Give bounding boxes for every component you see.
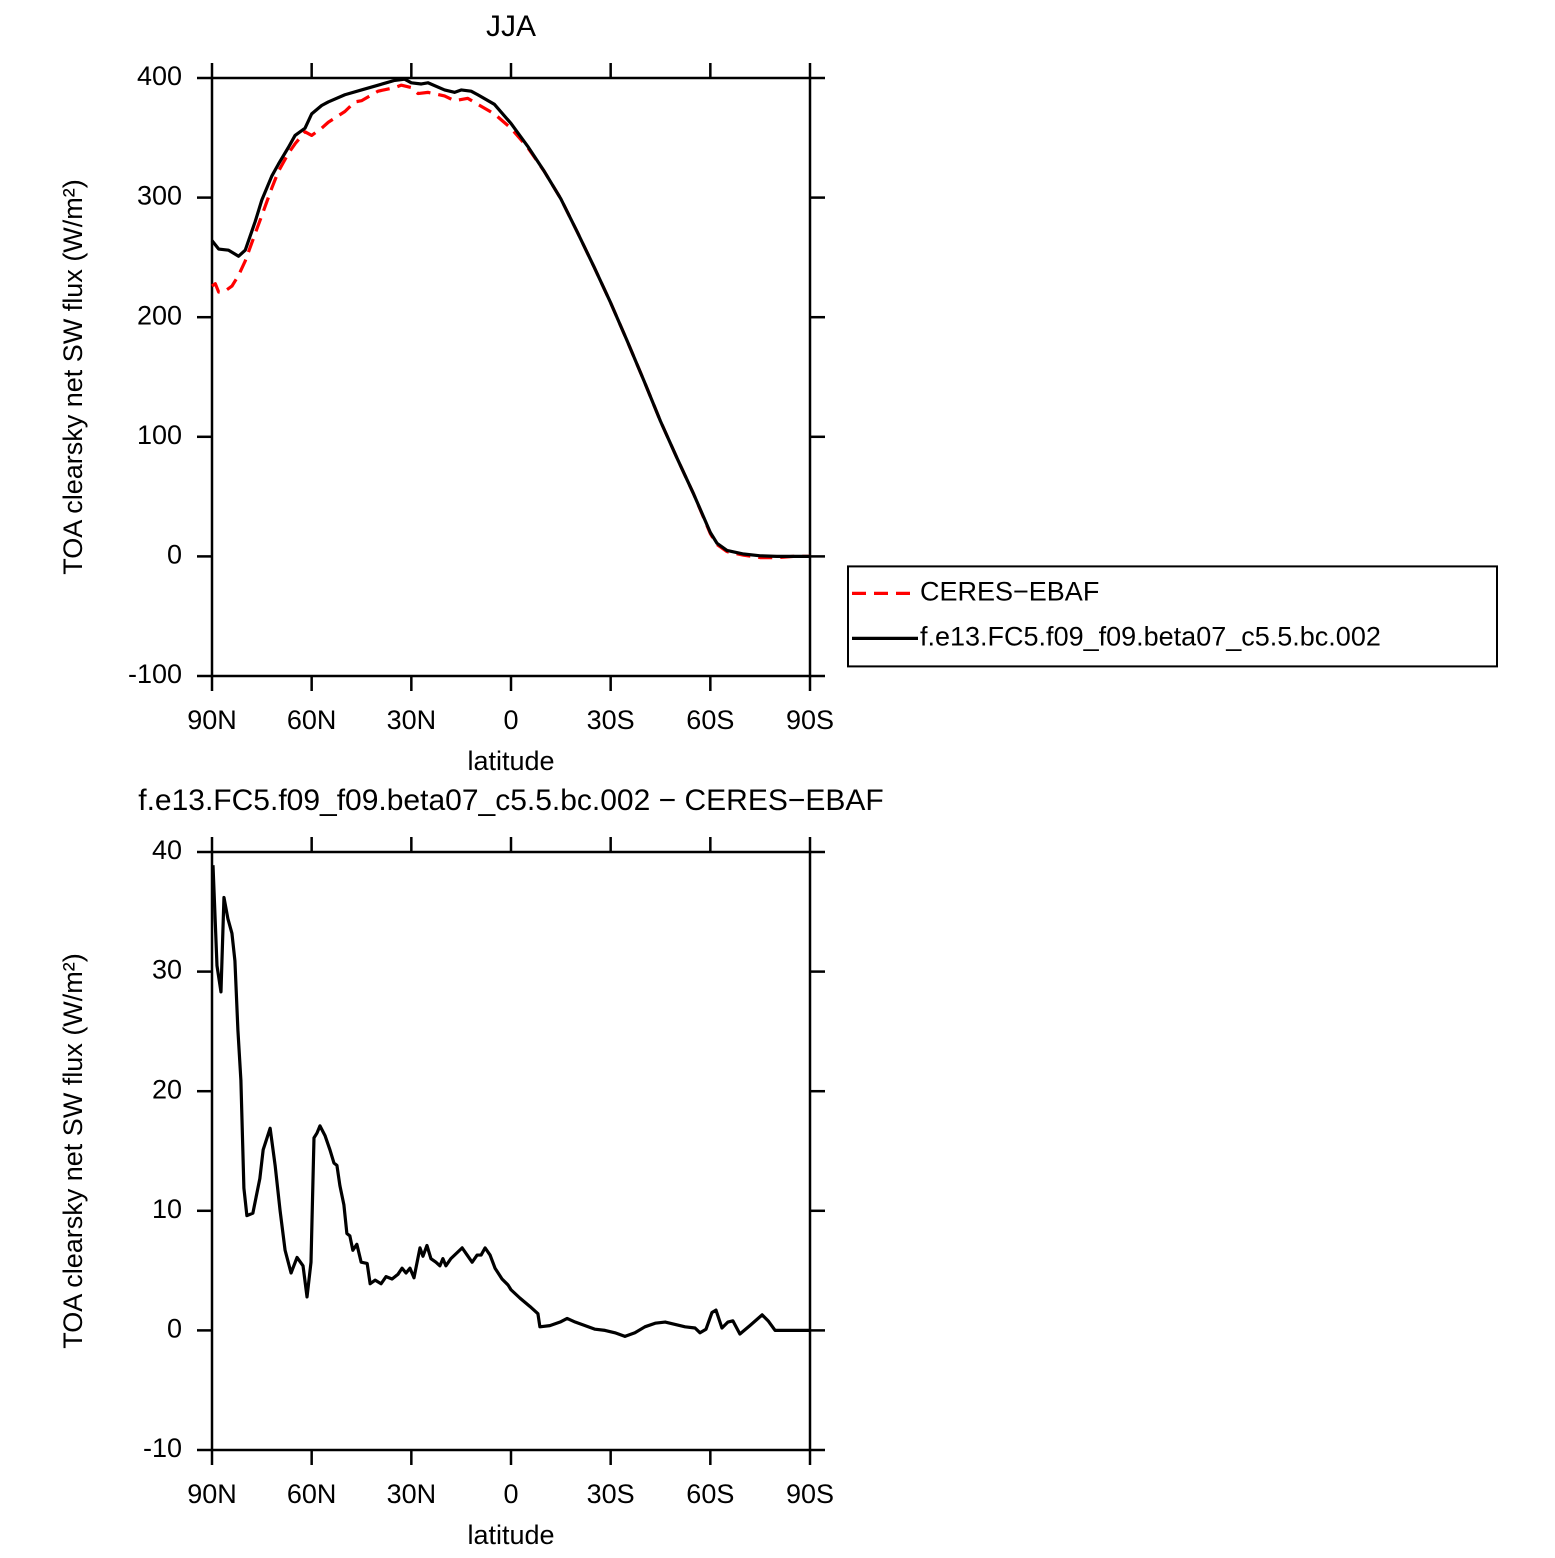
x-tick-label: 90N (187, 1479, 237, 1509)
x-axis-label: latitude (467, 1520, 554, 1550)
legend-label: CERES−EBAF (920, 577, 1099, 607)
y-tick-label: 400 (137, 61, 182, 91)
y-tick-label: -10 (143, 1433, 182, 1463)
y-axis-label: TOA clearsky net SW flux (W/m²) (58, 953, 88, 1349)
plot-frame (210, 76, 812, 678)
x-tick-label: 0 (503, 1479, 518, 1509)
y-tick-label: 10 (152, 1194, 182, 1224)
x-tick-label: 30N (387, 705, 437, 735)
x-tick-label: 0 (503, 705, 518, 735)
plot-frame (210, 850, 812, 1452)
y-axis-label: TOA clearsky net SW flux (W/m²) (58, 179, 88, 575)
x-tick-label: 30S (587, 705, 635, 735)
y-tick-label: 200 (137, 300, 182, 330)
x-tick-label: 60S (686, 705, 734, 735)
chart-title: JJA (486, 10, 536, 43)
x-tick-label: 60N (287, 1479, 337, 1509)
y-tick-label: 300 (137, 181, 182, 211)
x-tick-label: 30N (387, 1479, 437, 1509)
y-tick-label: 30 (152, 955, 182, 985)
x-tick-label: 60N (287, 705, 337, 735)
x-tick-label: 90N (187, 705, 237, 735)
y-tick-label: 0 (167, 1314, 182, 1344)
y-tick-label: -100 (128, 659, 182, 689)
legend-label: f.e13.FC5.f09_f09.beta07_c5.5.bc.002 (920, 622, 1381, 652)
legend-box (847, 565, 1498, 668)
x-tick-label: 30S (587, 1479, 635, 1509)
x-tick-label: 90S (786, 705, 834, 735)
x-tick-label: 60S (686, 1479, 734, 1509)
x-axis-label: latitude (467, 746, 554, 776)
data-line (211, 865, 810, 1338)
data-line (211, 83, 810, 560)
y-tick-label: 0 (167, 540, 182, 570)
y-tick-label: 100 (137, 420, 182, 450)
y-tick-label: 20 (152, 1074, 182, 1104)
data-line (210, 77, 810, 558)
y-tick-label: 40 (152, 835, 182, 865)
chart-title: f.e13.FC5.f09_f09.beta07_c5.5.bc.002 − C… (138, 784, 883, 817)
x-tick-label: 90S (786, 1479, 834, 1509)
